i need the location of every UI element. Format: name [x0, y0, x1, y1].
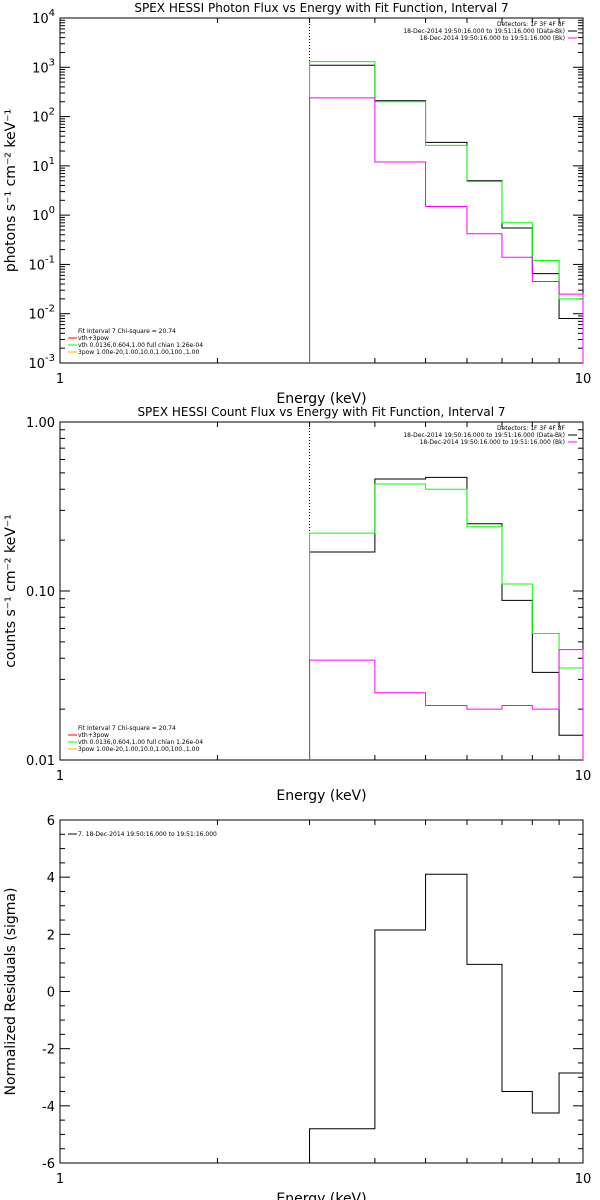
- y-tick-label: 100: [32, 205, 55, 224]
- y-tick-exponent: 4: [49, 8, 55, 19]
- legend-entry: 18-Dec-2014 19:50:16.000 to 19:51:16.000…: [420, 35, 565, 42]
- x-axis-label: Energy (keV): [276, 788, 366, 804]
- series-green-histogram: [309, 61, 584, 363]
- x-axis-label: Energy (keV): [276, 391, 366, 407]
- x-tick-label: 1: [56, 1172, 64, 1187]
- y-tick-exponent: -2: [45, 304, 55, 315]
- y-tick-exponent: 3: [49, 57, 55, 68]
- y-tick-label: 0.01: [26, 754, 55, 769]
- y-tick-exponent: 2: [49, 107, 55, 118]
- y-tick-exponent: 1: [49, 156, 55, 167]
- y-tick-label: -4: [42, 1100, 55, 1115]
- y-tick-label: 1.00: [26, 416, 55, 431]
- y-tick-label: 6: [47, 814, 55, 829]
- x-tick-label: 10: [575, 1172, 592, 1187]
- series-magenta-histogram: [309, 649, 584, 760]
- legend-entry: 18-Dec-2014 19:50:16.000 to 19:51:16.000…: [403, 28, 565, 35]
- y-tick-label: -2: [42, 1043, 55, 1058]
- legend-entry: 18-Dec-2014 19:50:16.000 to 19:51:16.000…: [420, 439, 565, 446]
- y-tick-label: 10-3: [28, 353, 55, 372]
- y-axis-label: counts s⁻¹ cm⁻² keV⁻¹: [3, 514, 19, 668]
- y-tick-exponent: -3: [45, 353, 55, 364]
- legend-entry: 7. 18-Dec-2014 19:50:16.000 to 19:51:16.…: [78, 831, 217, 838]
- y-tick-label: 4: [47, 871, 55, 886]
- y-tick-label: 10-2: [28, 304, 55, 323]
- y-tick-base: 10: [32, 209, 49, 224]
- y-tick-label: 104: [32, 8, 55, 27]
- legend-entry: vth 0.0136,0.604,1.00 full chian 1.26e-0…: [78, 739, 203, 746]
- panel-2: SPEX HESSI Count Flux vs Energy with Fit…: [3, 405, 591, 804]
- legend-tl: 7. 18-Dec-2014 19:50:16.000 to 19:51:16.…: [68, 831, 217, 838]
- y-tick-base: 10: [32, 61, 49, 76]
- legend-entry: 18-Dec-2014 19:50:16.000 to 19:51:16.000…: [403, 432, 565, 439]
- series-green-histogram: [309, 483, 584, 760]
- chart-title: SPEX HESSI Photon Flux vs Energy with Fi…: [134, 1, 508, 15]
- y-tick-base: 10: [32, 111, 49, 126]
- y-tick-label: 0.10: [26, 585, 55, 600]
- y-tick-base: -2: [42, 1043, 55, 1058]
- x-tick-label: 1: [56, 372, 64, 387]
- y-tick-base: 10: [28, 258, 45, 273]
- legend-entry: 3pow 1.00e-20,1.00,10.0,1.00,100.,1.00: [78, 746, 199, 753]
- y-tick-base: 10: [32, 160, 49, 175]
- y-tick-base: 4: [47, 871, 55, 886]
- chart-title: SPEX HESSI Count Flux vs Energy with Fit…: [137, 405, 505, 419]
- plot-frame: [59, 17, 584, 364]
- y-tick-exponent: -1: [45, 254, 55, 265]
- panel-1: SPEX HESSI Photon Flux vs Energy with Fi…: [3, 1, 591, 407]
- y-tick-base: 10: [28, 308, 45, 323]
- y-tick-base: 2: [47, 928, 55, 943]
- y-axis-label: Normalized Residuals (sigma): [3, 888, 19, 1096]
- legend-entry: vth 0.0136,0.604,1.00 full chian 1.26e-0…: [78, 342, 203, 349]
- y-tick-label: -6: [42, 1157, 55, 1172]
- y-tick-base: 0.01: [26, 754, 55, 769]
- y-tick-label: 103: [32, 57, 55, 76]
- legend-bl: Fit Interval 7 Chi-square = 20.74vth+3po…: [68, 725, 203, 753]
- legend-entry: Fit Interval 7 Chi-square = 20.74: [78, 725, 176, 732]
- y-tick-base: 0.10: [26, 585, 55, 600]
- y-tick-base: 10: [28, 357, 45, 372]
- series-magenta-histogram: [309, 97, 584, 363]
- y-tick-base: 10: [32, 12, 49, 27]
- legend-entry: vth+3pow: [78, 732, 109, 739]
- y-tick-label: 0: [47, 986, 55, 1001]
- y-tick-label: 101: [32, 156, 55, 175]
- y-tick-base: 1.00: [26, 416, 55, 431]
- x-tick-label: 10: [575, 372, 592, 387]
- panel-3: 1 10 -6 -4 -2 0 2 4 6 Energy (keV) Normalized Resi…: [3, 814, 591, 1200]
- y-tick-base: -6: [42, 1157, 55, 1172]
- y-tick-label: 10-1: [28, 254, 55, 273]
- y-tick-base: 6: [47, 814, 55, 829]
- y-tick-exponent: 0: [49, 205, 55, 216]
- legend-entry: Fit Interval 7 Chi-square = 20.74: [78, 328, 176, 335]
- series-black-histogram: [309, 873, 584, 1163]
- y-axis-label: photons s⁻¹ cm⁻² keV⁻¹: [3, 109, 19, 272]
- legend-entry: Detectors: 1F 3F 4F 8F: [497, 425, 566, 432]
- plot-frame: [59, 421, 584, 761]
- y-tick-base: 0: [47, 986, 55, 1001]
- y-tick-label: 2: [47, 928, 55, 943]
- x-tick-label: 10: [575, 769, 592, 784]
- legend-bl: Fit Interval 7 Chi-square = 20.74vth+3po…: [68, 328, 203, 356]
- legend-entry: 3pow 1.00e-20,1.00,10.0,1.00,100.,1.00: [78, 349, 199, 356]
- series-black-histogram: [309, 64, 584, 363]
- legend-entry: vth+3pow: [78, 335, 109, 342]
- series-black-histogram: [309, 476, 584, 760]
- plot-frame: [59, 819, 584, 1164]
- y-tick-base: -4: [42, 1100, 55, 1115]
- y-tick-label: 102: [32, 107, 55, 126]
- legend-entry: Detectors: 1F 3F 4F 8F: [497, 21, 566, 28]
- x-tick-label: 1: [56, 769, 64, 784]
- x-axis-label: Energy (keV): [276, 1191, 366, 1200]
